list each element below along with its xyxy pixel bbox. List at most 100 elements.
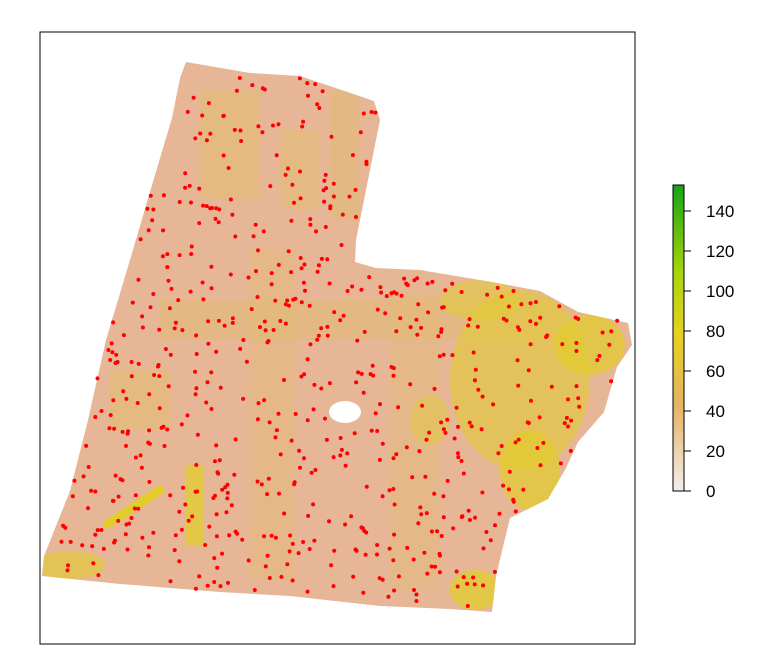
sample-point [168, 493, 173, 498]
sample-point [206, 319, 211, 324]
sample-point [99, 409, 104, 413]
sample-point [423, 474, 428, 479]
sample-point [356, 370, 361, 375]
sample-point [450, 353, 455, 358]
sample-point [429, 564, 434, 569]
sample-point [476, 387, 481, 392]
sample-point [496, 451, 501, 456]
sample-point [147, 545, 151, 550]
sample-point [239, 139, 244, 143]
sample-point [121, 389, 126, 394]
sample-point [286, 303, 291, 308]
sample-point [566, 397, 570, 402]
sample-point [479, 427, 484, 432]
sample-point [528, 301, 533, 306]
sample-point [528, 319, 533, 324]
sample-point [373, 411, 378, 416]
sample-point [186, 518, 191, 523]
sample-point [138, 237, 143, 242]
sample-point [303, 288, 307, 293]
sample-point [288, 533, 293, 538]
sample-point [320, 89, 325, 94]
sample-point [351, 574, 356, 579]
sample-point [193, 369, 198, 374]
sample-point [362, 329, 367, 334]
sample-point [111, 320, 116, 325]
sample-point [369, 110, 374, 114]
sample-point [323, 416, 327, 421]
sample-point [306, 93, 310, 98]
sample-point [265, 492, 270, 497]
sample-point [301, 540, 306, 544]
sample-point [373, 110, 378, 115]
sample-point [185, 413, 190, 418]
sample-point [287, 549, 292, 554]
sample-point [265, 553, 270, 558]
sample-point [177, 509, 182, 514]
raster-patch [440, 280, 520, 320]
sample-point [129, 516, 134, 520]
sample-point [279, 574, 284, 579]
sample-point [600, 330, 605, 335]
sample-point [404, 281, 409, 286]
sample-point [111, 398, 116, 403]
sample-point [480, 490, 485, 495]
sample-point [161, 193, 166, 198]
sample-point [392, 532, 397, 537]
sample-point [156, 363, 161, 367]
sample-point [276, 122, 281, 127]
sample-point [132, 506, 137, 511]
sample-point [205, 583, 210, 588]
sample-point [201, 203, 206, 208]
sample-point [438, 553, 442, 558]
sample-point [188, 289, 193, 294]
sample-point [319, 386, 324, 391]
sample-point [331, 194, 336, 199]
sample-point [332, 548, 337, 553]
sample-point [167, 306, 172, 311]
sample-point [209, 370, 214, 375]
sample-point [147, 392, 152, 397]
sample-point [386, 594, 391, 599]
sample-point [341, 313, 346, 318]
sample-point [65, 568, 70, 573]
sample-point [364, 162, 369, 167]
raster-patch [200, 90, 260, 200]
sample-point [426, 310, 431, 315]
sample-point [367, 275, 372, 280]
sample-point [353, 187, 358, 192]
sample-point [299, 374, 304, 379]
sample-point [325, 333, 330, 338]
sample-point [314, 229, 318, 234]
sample-point [216, 220, 221, 225]
legend-tick-label: 140 [706, 202, 734, 221]
raster-patch [110, 370, 170, 430]
sample-point [176, 298, 181, 303]
legend: 0 20 40 60 80 100 120 140 [672, 184, 734, 501]
sample-point [339, 447, 344, 452]
sample-point [249, 307, 254, 312]
sample-point [481, 583, 486, 588]
sample-point [273, 298, 278, 303]
sample-point [290, 182, 295, 187]
sample-point [241, 338, 246, 342]
sample-point [432, 386, 437, 391]
sample-point [461, 575, 466, 580]
sample-point [354, 380, 359, 385]
sample-point [129, 360, 134, 364]
sample-point [452, 436, 457, 441]
sample-point [443, 430, 448, 435]
sample-point [316, 263, 321, 268]
sample-point [217, 207, 222, 212]
sample-point [331, 455, 336, 460]
sample-point [115, 360, 120, 365]
sample-point [113, 473, 118, 478]
sample-point [172, 548, 177, 553]
sample-point [368, 372, 373, 377]
sample-point [312, 538, 317, 543]
sample-point [375, 543, 380, 547]
sample-point [460, 514, 465, 519]
sample-point [328, 206, 333, 211]
sample-point [207, 524, 212, 529]
sample-point [146, 228, 151, 233]
